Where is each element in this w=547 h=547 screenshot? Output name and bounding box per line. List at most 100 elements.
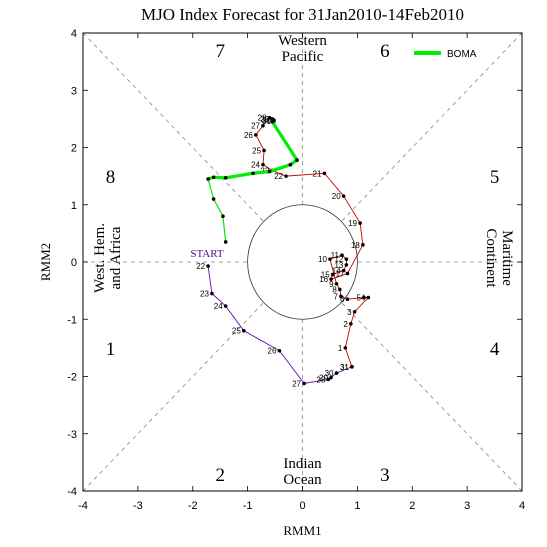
x-tick-label: 2	[409, 500, 415, 512]
data-point	[302, 381, 306, 386]
data-point	[330, 272, 335, 277]
y-tick-label: -1	[67, 314, 77, 326]
point-label: 19	[348, 219, 357, 228]
chart-title: MJO Index Forecast for 31Jan2010-14Feb20…	[141, 5, 464, 24]
point-label: 23	[200, 289, 209, 298]
phase-number: 7	[215, 41, 225, 62]
y-axis-label: RMM2	[38, 243, 53, 281]
point-label: 10	[318, 255, 327, 264]
point-label: 7	[333, 292, 338, 301]
legend-label: BOMA	[447, 49, 477, 60]
phase-number: 8	[106, 167, 116, 188]
x-axis-label: RMM1	[283, 523, 321, 538]
data-point	[339, 294, 343, 299]
data-point	[251, 171, 255, 176]
point-label: 14	[332, 267, 341, 276]
data-point	[277, 348, 282, 353]
point-label: 28	[258, 114, 267, 123]
data-point	[223, 304, 228, 308]
point-label: 26	[268, 347, 277, 356]
point-label: 6	[340, 295, 345, 304]
data-point	[326, 377, 331, 382]
point-label: 31	[340, 363, 349, 372]
data-point	[221, 214, 225, 218]
point-label: 13	[334, 261, 343, 270]
data-point	[366, 295, 371, 300]
data-point	[267, 169, 272, 174]
data-point	[334, 371, 339, 375]
data-point	[328, 257, 332, 261]
data-point	[338, 287, 342, 292]
point-label: 20	[332, 192, 341, 201]
point-label: 29	[319, 374, 328, 383]
data-point	[343, 346, 348, 350]
x-tick-label: 0	[299, 500, 305, 512]
y-tick-label: -2	[67, 372, 77, 384]
y-tick-label: 2	[71, 143, 77, 155]
region-label-pacific: Pacific	[282, 49, 324, 65]
data-point	[340, 253, 344, 257]
point-label: 21	[313, 169, 322, 178]
data-point	[210, 291, 214, 296]
phase-number: 1	[106, 339, 116, 360]
diagonal-lr	[341, 302, 523, 492]
point-label: 9	[329, 280, 334, 289]
series-line-0	[207, 265, 353, 384]
phase-number: 6	[380, 41, 390, 62]
point-label: 24	[251, 161, 260, 170]
data-point	[329, 277, 333, 281]
diagonal-ur	[341, 32, 523, 222]
series-line-1	[255, 117, 369, 367]
data-point	[288, 162, 293, 167]
phase-number: 3	[380, 465, 390, 486]
x-tick-label: 3	[464, 500, 470, 512]
data-point	[241, 328, 246, 333]
point-label: 2	[343, 320, 348, 329]
data-point	[254, 133, 258, 137]
point-label: 18	[351, 241, 360, 250]
point-label: 15	[321, 271, 330, 280]
region-label-and-africa: and Africa	[108, 226, 124, 289]
data-point	[284, 174, 288, 178]
point-label: 31	[340, 363, 349, 372]
region-label-western: Western	[278, 33, 327, 49]
point-label: 5	[357, 293, 362, 302]
region-label-continent: Continent	[483, 228, 499, 288]
x-tick-label: -1	[243, 500, 253, 512]
point-label: 26	[244, 131, 253, 140]
data-point	[362, 295, 366, 300]
data-point	[352, 310, 357, 314]
data-point	[270, 119, 275, 124]
data-point	[223, 176, 228, 180]
x-tick-label: 4	[519, 500, 525, 512]
data-point	[344, 263, 349, 267]
legend: BOMA	[414, 49, 477, 60]
data-point	[341, 268, 346, 273]
point-label: 25	[232, 327, 241, 336]
point-label: 24	[214, 302, 223, 311]
data-point	[345, 297, 350, 302]
x-tick-label: 1	[354, 500, 360, 512]
y-tick-label: 0	[71, 257, 77, 269]
data-point	[261, 123, 265, 128]
point-label: 17	[336, 269, 345, 278]
data-point	[206, 264, 210, 268]
data-point	[206, 177, 210, 181]
trajectory-layer: 2223242526272829303131123456789101112131…	[196, 114, 371, 388]
point-label: 27	[292, 379, 301, 388]
data-point	[341, 194, 346, 198]
diagonal-ul	[82, 32, 264, 222]
data-point	[295, 158, 299, 162]
point-label: 22	[274, 172, 283, 181]
point-label: 25	[252, 146, 261, 155]
point-label: 16	[319, 275, 328, 284]
data-point	[261, 162, 265, 167]
y-tick-label: 1	[71, 200, 77, 212]
region-label-indian: Indian	[283, 456, 322, 472]
point-label: 11	[331, 251, 340, 260]
point-label: 3	[347, 308, 352, 317]
point-label: 22	[196, 262, 205, 271]
y-tick-label: 4	[71, 28, 77, 40]
